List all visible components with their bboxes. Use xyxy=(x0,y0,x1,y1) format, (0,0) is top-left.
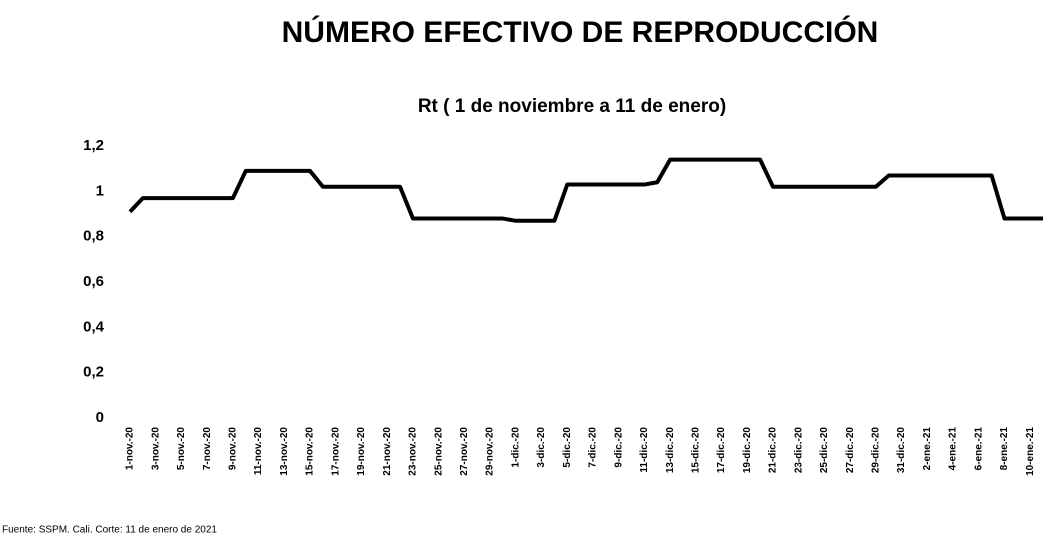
x-tick-label: 6-ene.-21 xyxy=(973,427,984,471)
y-tick-label: 0,8 xyxy=(83,228,104,245)
x-tick-label: 13-nov.-20 xyxy=(279,427,290,476)
x-tick-label: 11-dic.-20 xyxy=(639,427,650,473)
x-tick-label: 25-nov.-20 xyxy=(433,427,444,476)
x-tick-label: 27-nov.-20 xyxy=(459,427,470,476)
x-tick-label: 17-nov.-20 xyxy=(330,427,341,476)
data-line xyxy=(128,157,1043,223)
chart-subtitle: Rt ( 1 de noviembre a 11 de enero) xyxy=(418,96,726,117)
x-tick-label: 5-dic.-20 xyxy=(562,427,573,468)
x-tick-label: 3-dic.-20 xyxy=(536,427,547,468)
x-tick-label: 9-dic.-20 xyxy=(613,427,624,468)
y-tick-label: 0,6 xyxy=(83,273,104,290)
x-tick-label: 15-nov.-20 xyxy=(305,427,316,476)
x-tick-label: 15-dic.-20 xyxy=(690,427,701,474)
y-tick-label: 1,2 xyxy=(83,137,104,154)
x-tick-label: 21-nov.-20 xyxy=(382,427,393,476)
x-tick-label: 19-dic.-20 xyxy=(742,427,753,474)
x-tick-label: 29-nov.-20 xyxy=(485,427,496,476)
x-tick-label: 1-nov.-20 xyxy=(125,427,136,471)
x-tick-label: 11-nov.-20 xyxy=(253,427,264,476)
y-tick-label: 0 xyxy=(96,409,104,426)
x-tick-label: 31-dic.-20 xyxy=(896,427,907,474)
x-tick-label: 29-dic.-20 xyxy=(871,427,882,474)
x-tick-label: 4-ene.-21 xyxy=(948,427,959,471)
x-tick-label: 23-dic.-20 xyxy=(793,427,804,474)
x-tick-label: 19-nov.-20 xyxy=(356,427,367,476)
y-tick-label: 0,2 xyxy=(83,364,104,381)
x-tick-label: 9-nov.-20 xyxy=(228,427,239,471)
x-tick-label: 3-nov.-20 xyxy=(150,427,161,471)
x-tick-label: 13-dic.-20 xyxy=(665,427,676,474)
x-tick-label: 7-dic.-20 xyxy=(588,427,599,468)
source-note: Fuente: SSPM. Cali. Corte: 11 de enero d… xyxy=(2,525,217,536)
x-tick-label: 27-dic.-20 xyxy=(845,427,856,474)
x-tick-label: 17-dic.-20 xyxy=(716,427,727,474)
x-tick-label: 1-dic.-20 xyxy=(510,427,521,468)
x-tick-label: 8-ene.-21 xyxy=(999,427,1010,471)
x-tick-label: 23-nov.-20 xyxy=(408,427,419,476)
x-tick-label: 21-dic.-20 xyxy=(768,427,779,474)
x-tick-label: 25-dic.-20 xyxy=(819,427,830,474)
x-tick-label: 5-nov.-20 xyxy=(176,427,187,471)
y-tick-label: 1 xyxy=(96,182,104,199)
x-tick-label: 7-nov.-20 xyxy=(202,427,213,471)
chart-title: NÚMERO EFECTIVO DE REPRODUCCIÓN xyxy=(282,15,879,49)
x-tick-label: 10-ene.-21 xyxy=(1025,427,1036,476)
y-tick-label: 0,4 xyxy=(83,318,105,335)
x-tick-label: 2-ene.-21 xyxy=(922,427,933,471)
